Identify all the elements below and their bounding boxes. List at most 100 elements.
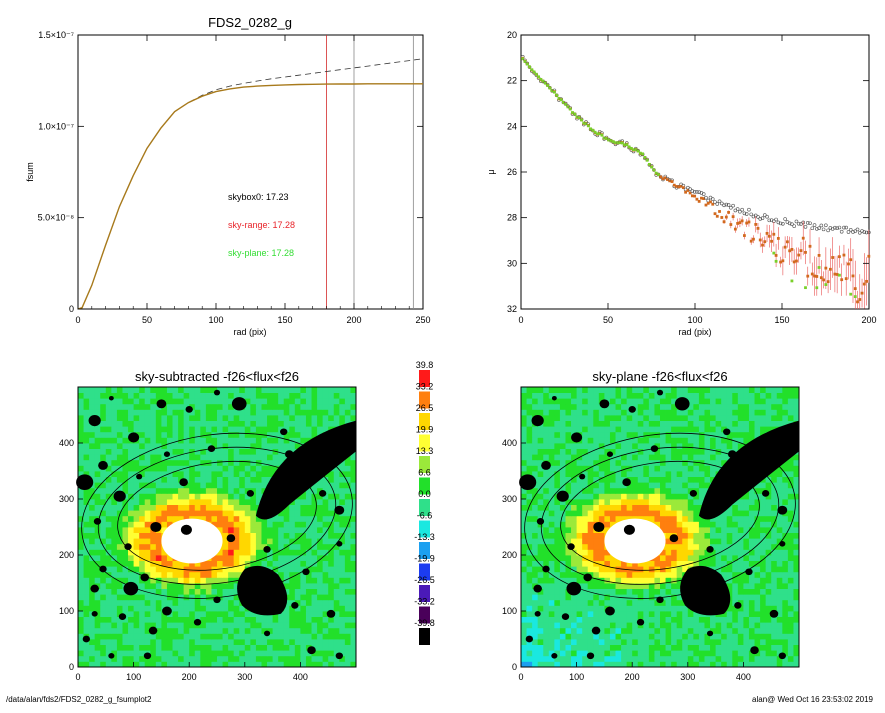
- y-axis-label: fsum: [25, 162, 35, 182]
- map-pixel: [234, 650, 240, 656]
- map-pixel: [78, 505, 84, 511]
- map-pixel: [228, 471, 234, 477]
- map-pixel: [721, 538, 727, 544]
- map-pixel: [289, 510, 295, 516]
- map-pixel: [261, 454, 267, 460]
- map-pixel: [610, 656, 616, 662]
- map-pixel: [106, 527, 112, 533]
- map-pixel: [317, 611, 323, 617]
- map-pixel: [267, 409, 273, 415]
- map-pixel: [234, 617, 240, 623]
- map-pixel: [150, 409, 156, 415]
- map-pixel: [134, 465, 140, 471]
- map-pixel: [211, 437, 217, 443]
- map-pixel: [217, 622, 223, 628]
- map-pixel: [267, 454, 273, 460]
- map-pixel: [200, 499, 206, 505]
- map-pixel: [755, 656, 761, 662]
- map-pixel: [554, 583, 560, 589]
- map-pixel: [267, 561, 273, 567]
- map-pixel: [543, 549, 549, 555]
- map-pixel: [334, 594, 340, 600]
- map-pixel: [267, 645, 273, 651]
- sky-range-point: [845, 277, 848, 280]
- map-pixel: [161, 409, 167, 415]
- map-pixel: [189, 611, 195, 617]
- map-pixel: [173, 611, 179, 617]
- map-pixel: [610, 633, 616, 639]
- map-pixel: [727, 628, 733, 634]
- map-pixel: [306, 493, 312, 499]
- map-pixel: [117, 421, 123, 427]
- map-pixel: [278, 645, 284, 651]
- map-pixel: [627, 488, 633, 494]
- map-pixel: [267, 617, 273, 623]
- map-pixel: [632, 566, 638, 572]
- map-pixel: [217, 656, 223, 662]
- map-pixel: [588, 600, 594, 606]
- map-pixel: [660, 622, 666, 628]
- map-pixel: [588, 538, 594, 544]
- map-pixel: [732, 633, 738, 639]
- map-pixel: [100, 516, 106, 522]
- map-pixel: [760, 510, 766, 516]
- map-pixel: [345, 572, 351, 578]
- map-pixel: [84, 555, 90, 561]
- map-pixel: [139, 432, 145, 438]
- sky-plane-point: [849, 293, 852, 296]
- map-pixel: [777, 488, 783, 494]
- map-pixel: [89, 577, 95, 583]
- map-pixel: [632, 471, 638, 477]
- map-pixel: [339, 639, 345, 645]
- map-pixel: [156, 426, 162, 432]
- map-pixel: [300, 622, 306, 628]
- map-pixel: [627, 460, 633, 466]
- map-pixel: [178, 404, 184, 410]
- map-pixel: [334, 393, 340, 399]
- map-pixel: [677, 605, 683, 611]
- map-pixel: [554, 521, 560, 527]
- map-pixel: [593, 499, 599, 505]
- map-pixel: [117, 583, 123, 589]
- map-pixel: [223, 527, 229, 533]
- map-pixel: [145, 415, 151, 421]
- map-pixel: [139, 510, 145, 516]
- map-pixel: [638, 577, 644, 583]
- plot-title: FDS2_0282_g: [208, 15, 292, 30]
- map-pixel: [334, 482, 340, 488]
- map-pixel: [549, 583, 555, 589]
- map-pixel: [150, 583, 156, 589]
- map-pixel: [616, 460, 622, 466]
- map-pixel: [782, 482, 788, 488]
- map-pixel: [649, 645, 655, 651]
- map-pixel: [571, 533, 577, 539]
- map-pixel: [106, 533, 112, 539]
- map-pixel: [538, 605, 544, 611]
- sky-range-point: [822, 278, 825, 281]
- map-pixel: [549, 639, 555, 645]
- map-pixel: [106, 594, 112, 600]
- map-pixel: [554, 516, 560, 522]
- map-pixel: [239, 611, 245, 617]
- map-pixel: [156, 622, 162, 628]
- map-pixel: [727, 549, 733, 555]
- map-pixel: [211, 465, 217, 471]
- map-pixel: [128, 561, 134, 567]
- sky-range-point: [847, 263, 850, 266]
- map-pixel: [223, 617, 229, 623]
- sky-plane-point: [573, 113, 576, 116]
- map-pixel: [78, 465, 84, 471]
- map-pixel: [593, 594, 599, 600]
- map-pixel: [167, 415, 173, 421]
- map-pixel: [211, 398, 217, 404]
- map-pixel: [184, 572, 190, 578]
- map-pixel: [150, 421, 156, 427]
- map-pixel: [289, 589, 295, 595]
- map-pixel: [716, 555, 722, 561]
- map-pixel: [677, 572, 683, 578]
- map-pixel: [167, 409, 173, 415]
- map-pixel: [588, 460, 594, 466]
- map-pixel: [788, 566, 794, 572]
- map-pixel: [122, 454, 128, 460]
- map-pixel: [289, 549, 295, 555]
